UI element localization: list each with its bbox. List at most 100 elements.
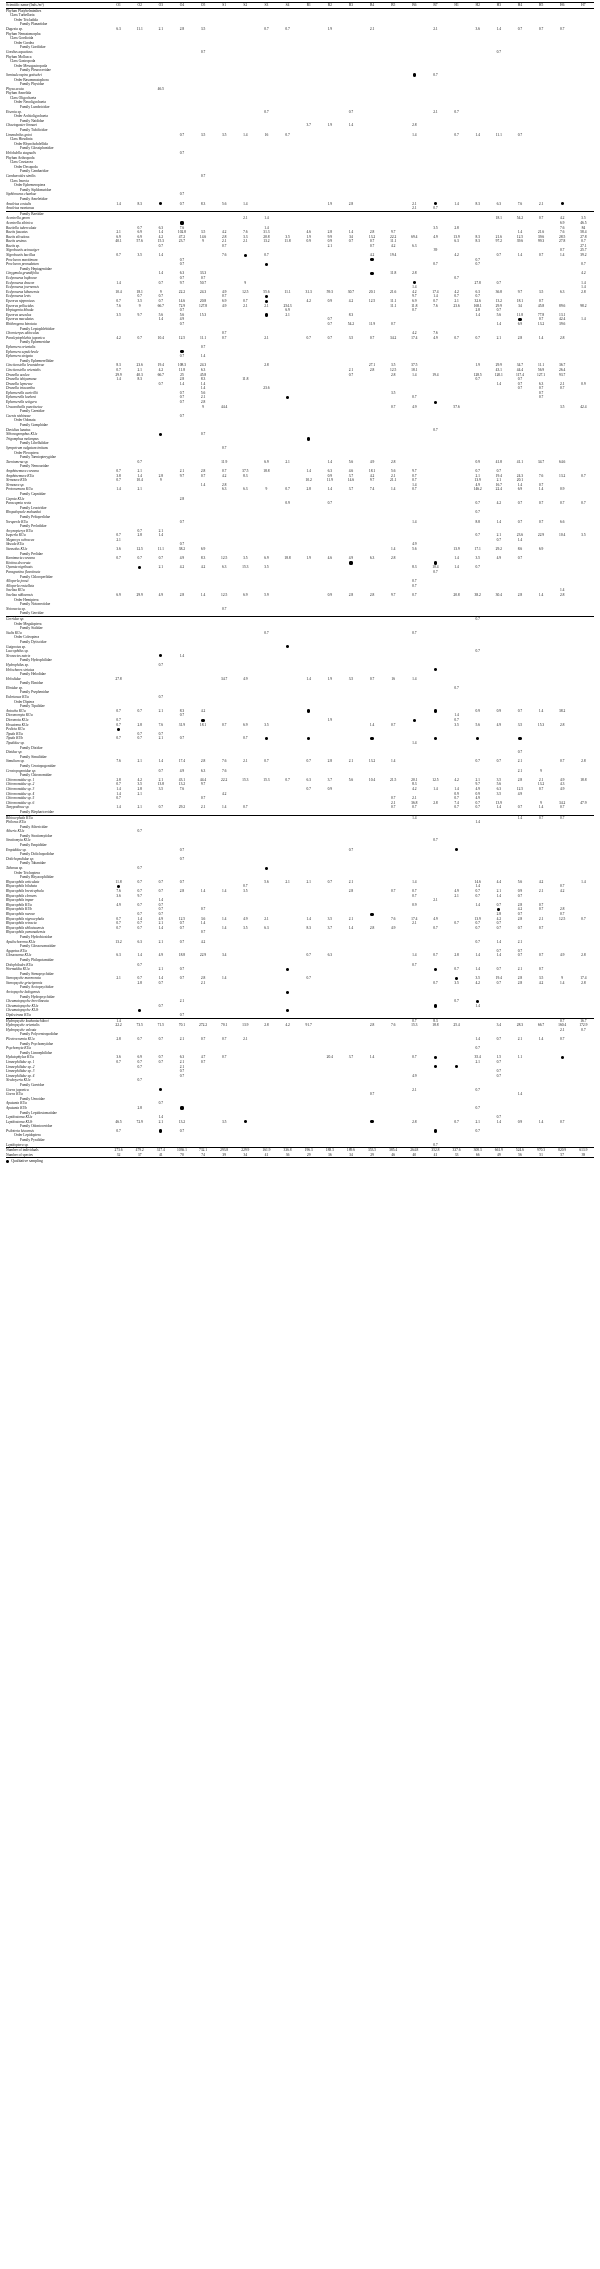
legend: Qualitative sampling <box>6 1159 594 1164</box>
qualitative-cell <box>425 736 446 741</box>
cell-value: 14.6 <box>474 879 481 884</box>
cell-value: 3.5 <box>200 26 206 31</box>
cell-value: 17.4 <box>411 916 418 921</box>
cell-value: 2.8 <box>581 289 586 294</box>
species-row: Diplectrona KUa 0.7 <box>6 1013 594 1018</box>
taxon-header: Class Insecta <box>10 178 29 183</box>
cell-value: 36.8 <box>411 800 418 805</box>
cell-value: 2.1 <box>158 736 164 741</box>
cell-value: 1.4 <box>475 1003 480 1008</box>
taxon-header: Family Tubificidae <box>20 128 48 133</box>
cell-value: 0.7 <box>158 805 164 810</box>
cell-value: 2.1 <box>137 487 142 492</box>
cell-value: 0.7 <box>158 280 164 285</box>
qualitative-cell <box>425 668 446 673</box>
cell-value: 20.8 <box>199 299 207 303</box>
empty-cell <box>255 210 277 217</box>
cell-value: 10.2 <box>305 478 312 483</box>
taxon-header-row: Family Sialidae <box>6 626 594 631</box>
cell-value: 0.7 <box>116 916 121 921</box>
cell-value: 5.9 <box>264 593 269 597</box>
cell-value: 4.2 <box>200 939 206 944</box>
cell-value: 0.9 <box>475 459 480 464</box>
cell-value: 1.4 <box>348 230 354 235</box>
cell-value: 0.7 <box>200 276 206 281</box>
taxon-header-row: Family Pyralidae <box>6 1138 594 1143</box>
cell-value: 0.7 <box>158 889 164 893</box>
cell-value: 127.1 <box>537 372 546 377</box>
cell-value: 9 <box>138 303 141 308</box>
qualitative-cell <box>467 736 488 741</box>
cell-value: 5.6 <box>390 468 396 473</box>
cell-value: 4.2 <box>538 980 544 985</box>
cell-value: 0.7 <box>517 381 523 386</box>
cell-value: 0.7 <box>581 262 586 267</box>
cell-value: 2.8 <box>137 1105 142 1110</box>
cell-value: 1.4 <box>137 473 142 478</box>
qualitative-cell <box>150 654 171 659</box>
species-name: Taeniomena sp. <box>6 459 29 464</box>
taxon-header: Family Physidae <box>20 82 45 87</box>
cell-value: 1.4 <box>390 759 396 764</box>
taxon-header-row: Class Gastropoda <box>6 59 594 64</box>
cell-value: 37.5 <box>242 468 249 473</box>
cell-value: 0.7 <box>137 1064 142 1069</box>
species-row: Paragnetina flavotincta 0.7 <box>6 570 594 575</box>
cell-value: 2.8 <box>158 473 164 478</box>
cell-value: 16.7 <box>572 1017 594 1024</box>
species-row: Amphinemura KUa 3.8 1.4 2.8 9.7 0.7 4.2 8.3 0.9 3… <box>6 474 594 479</box>
species-row: Sweltsa KUa 1.4 <box>6 588 594 593</box>
cell-value: 38.2 <box>559 708 566 713</box>
cell-value: 0.7 <box>221 722 227 727</box>
cell-value: 1.4 <box>581 280 586 285</box>
cell-value: 6.3 <box>538 381 544 386</box>
cell-value: 8.3 <box>200 556 206 561</box>
cell-value: 45.8 <box>199 372 207 377</box>
qualitative-dot-icon <box>116 884 121 889</box>
cell-value: 0.7 <box>200 49 206 54</box>
cell-value: 0.7 <box>200 796 206 801</box>
cell-value: 0.7 <box>116 708 121 713</box>
species-row: Hydropsyche orientalis 22.2 73.5 71.5 70.1 27… <box>6 1023 594 1028</box>
cell-value: 2.1 <box>200 395 206 400</box>
cell-value: 0.7 <box>517 911 523 916</box>
cell-value: 72.9 <box>178 303 186 308</box>
cell-value: 0.7 <box>433 953 438 958</box>
cell-value: 337.6 <box>446 1147 468 1153</box>
cell-value: 8.3 <box>475 201 480 206</box>
species-row: Neuboyeria KUa 0.7 <box>6 1078 594 1083</box>
species-row: Limnephilidae sp. 2 0.7 2.1 <box>6 1065 594 1070</box>
cell-value: 2.1 <box>412 796 417 801</box>
species-name: Goera KUa <box>6 1092 23 1097</box>
cell-value: 1.4 <box>538 805 544 810</box>
cell-value: 0.7 <box>327 321 333 326</box>
qualitative-cell <box>150 1088 171 1093</box>
cell-value: 0.7 <box>412 487 417 492</box>
qualitative-cell <box>425 967 446 972</box>
cell-value: 0.7 <box>454 1119 459 1124</box>
cell-value: 2.8 <box>369 230 375 235</box>
cell-value: 0.7 <box>538 395 544 400</box>
empty-cell <box>551 615 573 622</box>
taxon-header: Order Plecoptera <box>14 450 39 455</box>
cell-value: 0.7 <box>306 953 311 958</box>
cell-value: 1.4 <box>116 791 121 796</box>
cell-value: 20.8 <box>453 593 460 597</box>
cell-value: 54.2 <box>347 321 355 326</box>
cell-value: 2.1 <box>158 1119 164 1124</box>
species-name: Amphinemura KUa <box>6 473 35 478</box>
taxon-header-row: Family Limnephilidae <box>6 1051 594 1056</box>
empty-cell <box>234 615 256 622</box>
cell-value: 0.7 <box>285 487 290 492</box>
cell-value: 64.6 <box>559 459 566 464</box>
cell-value: 2.8 <box>200 976 206 981</box>
cell-value: 0.9 <box>327 473 333 478</box>
taxon-header-row: Order Rhynchobdellida <box>6 142 594 147</box>
cell-value: 2.1 <box>243 239 248 244</box>
cell-value: 0.7 <box>496 921 502 926</box>
cell-value: 0.7 <box>496 1073 502 1078</box>
qualitative-dot-icon <box>433 709 438 713</box>
taxon-header-row: Family Stenopsychidae <box>6 972 594 977</box>
cell-value: 1.4 <box>412 676 417 681</box>
cell-value: 0.7 <box>221 1037 227 1041</box>
